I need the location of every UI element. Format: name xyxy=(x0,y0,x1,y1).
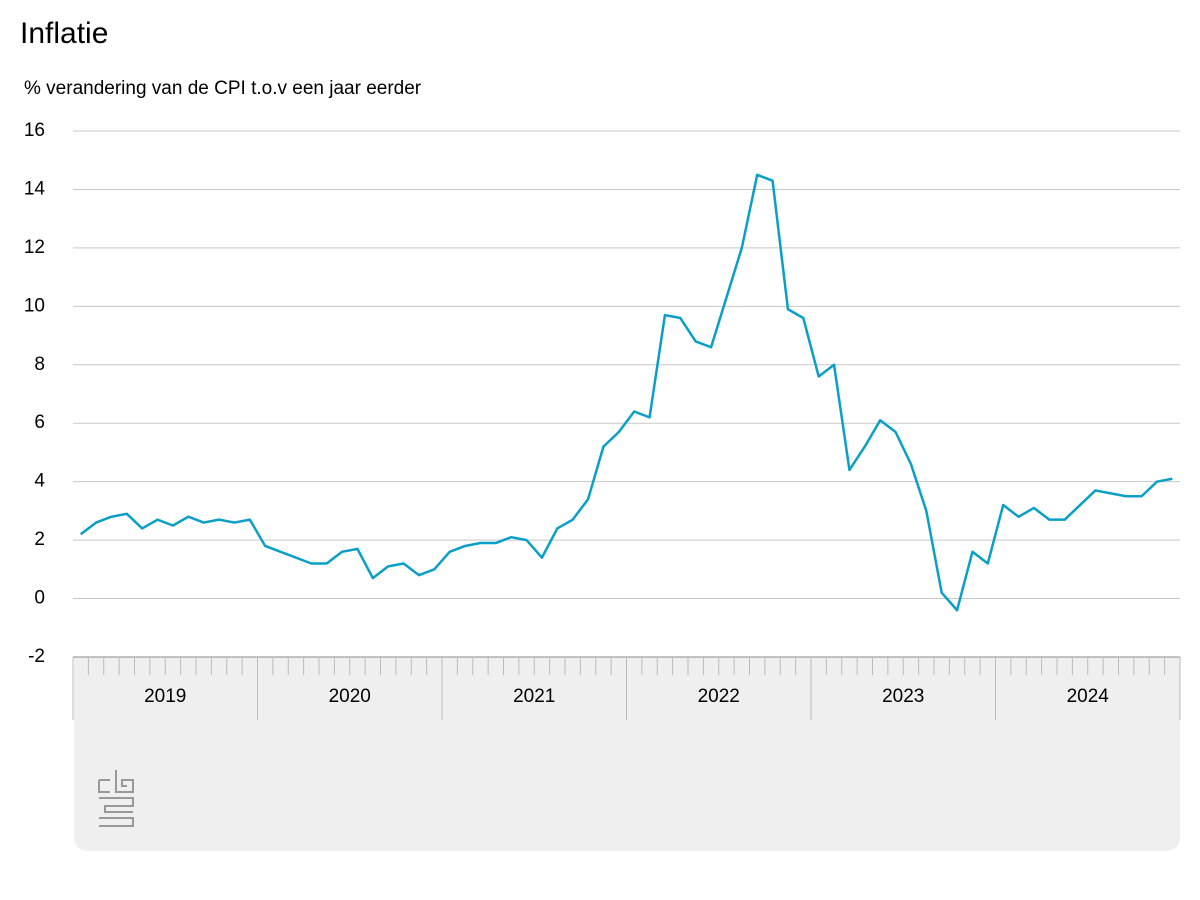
x-tick-label: 2021 xyxy=(513,686,555,707)
y-tick-label: 12 xyxy=(24,237,45,258)
y-tick-label: 4 xyxy=(34,471,45,492)
y-tick-label: 6 xyxy=(34,412,45,433)
chart-subtitle: % verandering van de CPI t.o.v een jaar … xyxy=(24,78,422,99)
x-tick-label: 2024 xyxy=(1067,686,1110,707)
chart-title: Inflatie xyxy=(20,17,108,50)
x-tick-label: 2019 xyxy=(144,686,186,707)
x-tick-label: 2020 xyxy=(329,686,371,707)
y-tick-label: 2 xyxy=(34,529,45,550)
y-tick-label: 16 xyxy=(24,120,45,141)
x-tick-label: 2022 xyxy=(698,686,740,707)
y-tick-label: 14 xyxy=(24,178,46,199)
axis-panel xyxy=(74,657,1180,851)
y-tick-label: 10 xyxy=(24,295,45,316)
y-tick-label: 8 xyxy=(34,354,45,375)
y-tick-label: 0 xyxy=(34,588,45,609)
x-tick-label: 2023 xyxy=(882,686,924,707)
y-tick-label: -2 xyxy=(28,646,45,667)
data-line xyxy=(79,173,1173,612)
logo xyxy=(98,770,134,827)
